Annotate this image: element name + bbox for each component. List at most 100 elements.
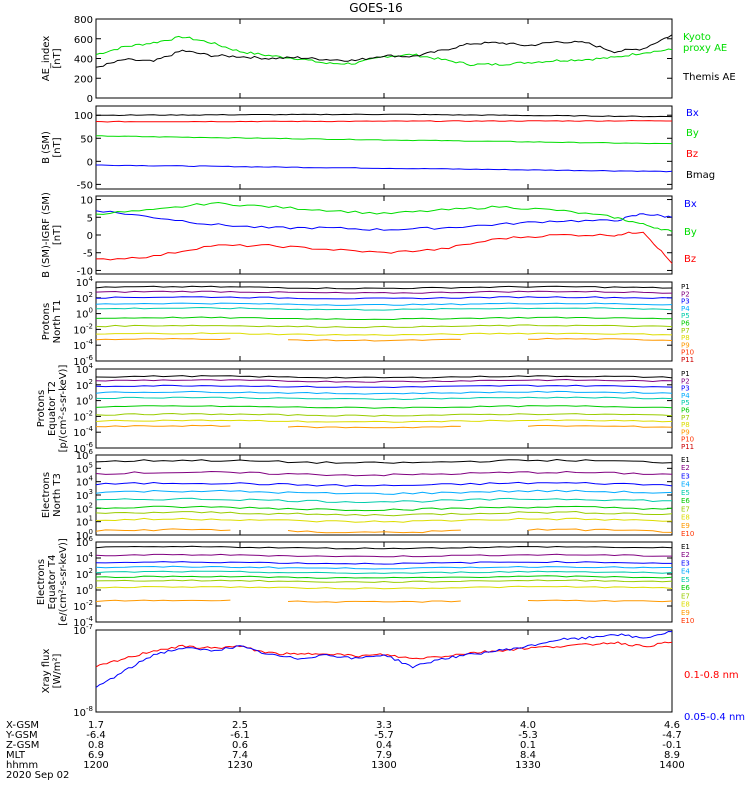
channel-label: E1 (681, 456, 690, 464)
series-line (95, 296, 673, 300)
series-line (95, 384, 673, 389)
xaxis-value: 1300 (371, 760, 396, 771)
series-line (95, 528, 231, 532)
xaxis-value: -6.4 (86, 730, 106, 741)
series-line (95, 316, 673, 321)
y-axis-label: Protons (36, 390, 47, 427)
series-line (95, 470, 673, 477)
series-line (287, 338, 461, 342)
channel-label: E9 (681, 609, 690, 617)
channel-label: P9 (681, 428, 690, 436)
channel-label: P8 (681, 334, 690, 342)
series-line (95, 375, 673, 379)
y-tick-label: 102 (76, 378, 93, 392)
channel-label: P5 (681, 399, 690, 407)
xaxis-value: 0.4 (376, 740, 392, 751)
series-line (95, 302, 673, 306)
series-line (96, 585, 673, 590)
y-tick-label: 100 (76, 307, 93, 321)
xaxis-value: -4.7 (662, 730, 682, 741)
channel-label: P11 (681, 443, 694, 451)
xaxis-value: 1400 (659, 760, 684, 771)
xaxis-value: 7.9 (376, 750, 392, 761)
y-axis-label: B (SM) (41, 131, 52, 164)
series-line (527, 528, 673, 533)
y-tick-label: 103 (76, 488, 93, 502)
y-tick-label: 104 (76, 551, 94, 565)
series-line (95, 210, 673, 231)
xaxis-value: 6.9 (88, 750, 104, 761)
series-line (95, 565, 672, 570)
channel-label: E7 (681, 505, 690, 513)
y-tick-label: 100 (76, 394, 93, 408)
y-axis-label: [e/(cm²-s-sr-keV)] (58, 538, 69, 626)
xaxis-value: -0.1 (662, 740, 682, 751)
channel-label: P5 (681, 312, 690, 320)
xaxis-row-label: MLT (6, 750, 26, 761)
xaxis-value: 1230 (227, 760, 252, 771)
channel-label: P4 (681, 392, 690, 400)
y-tick-label: 600 (74, 35, 93, 46)
series-line (96, 164, 673, 173)
xaxis-value: 1330 (515, 760, 540, 771)
series-line (95, 489, 673, 495)
legend-entry: Bx (684, 199, 697, 210)
y-axis-label: Protons (41, 303, 52, 340)
series-line (95, 553, 672, 558)
y-tick-label: 101 (76, 515, 93, 529)
channel-label: P11 (681, 356, 694, 364)
channel-label: E10 (681, 530, 694, 538)
y-tick-label: 800 (74, 15, 93, 26)
legend-entry: Kyoto (683, 32, 711, 43)
xaxis-value: -5.3 (518, 730, 538, 741)
y-tick-label: 102 (76, 291, 93, 305)
xaxis-value: 2.5 (232, 720, 248, 731)
series-line (95, 630, 673, 688)
series-line (95, 390, 673, 395)
channel-label: P2 (681, 377, 690, 385)
y-axis-label: North T1 (52, 300, 63, 344)
xaxis-value: 4.0 (520, 720, 536, 731)
series-line (95, 34, 673, 68)
panel-frame (95, 105, 673, 190)
legend-entry: Bmag (686, 170, 715, 181)
y-tick-label: 104 (76, 275, 94, 289)
legend-entry: Bz (684, 254, 696, 265)
series-line (95, 378, 673, 383)
series-line (95, 560, 672, 565)
y-axis-label: Electrons (36, 559, 47, 605)
legend-entry: By (686, 128, 699, 139)
y-tick-label: 106 (76, 448, 94, 462)
y-tick-label: 0 (87, 157, 93, 168)
xaxis-value: 1.7 (88, 720, 104, 731)
channel-label: E4 (681, 568, 690, 576)
xaxis-value: 0.1 (520, 740, 536, 751)
y-tick-label: 0 (87, 94, 93, 105)
series-line (95, 113, 673, 118)
y-tick-label: 104 (76, 475, 94, 489)
y-axis-label: North T3 (52, 473, 63, 517)
legend-entry: Themis AE (682, 72, 736, 83)
series-line (95, 517, 673, 523)
y-tick-label: 5 (87, 213, 93, 224)
channel-label: E2 (681, 551, 690, 559)
xaxis-value: -5.7 (374, 730, 394, 741)
channel-label: E1 (681, 543, 690, 551)
xaxis-row-label: Y-GSM (5, 730, 38, 741)
series-line (527, 425, 673, 428)
panel-frame (95, 18, 673, 99)
channel-label: P10 (681, 436, 694, 444)
y-tick-label: 10 (80, 196, 93, 207)
channel-label: E5 (681, 489, 690, 497)
channel-label: P10 (681, 349, 694, 357)
series-line (95, 201, 673, 232)
xaxis-row-label: hhmm (6, 760, 38, 771)
y-axis-label: Electrons (41, 472, 52, 518)
legend-entry: By (684, 227, 697, 238)
y-tick-label: 100 (76, 583, 93, 597)
channel-label: E8 (681, 514, 690, 522)
series-line (95, 497, 673, 504)
